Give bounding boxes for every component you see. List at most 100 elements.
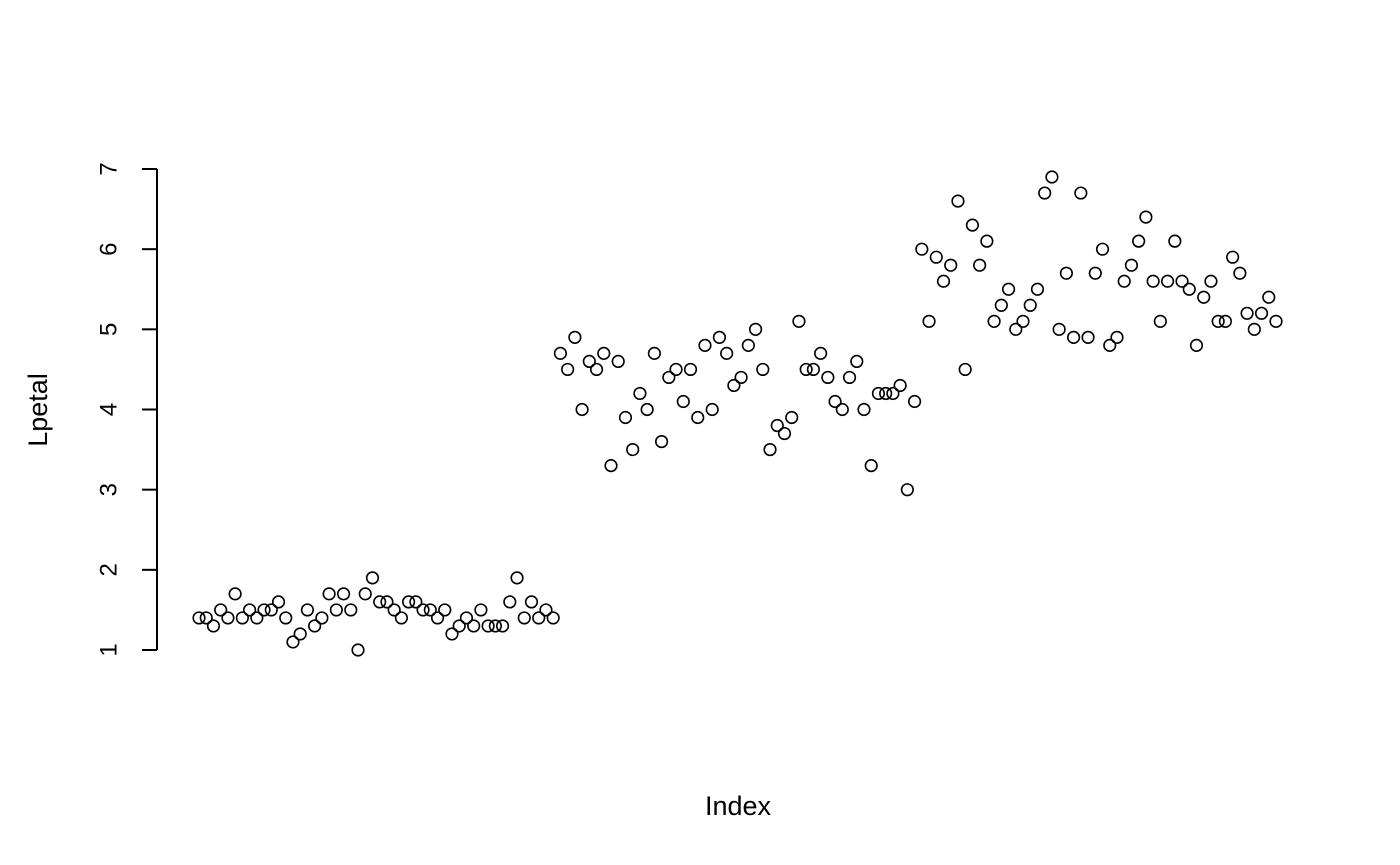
data-point bbox=[373, 595, 387, 609]
data-point bbox=[929, 250, 943, 264]
data-point bbox=[1103, 338, 1117, 352]
y-tick-label: 2 bbox=[95, 563, 122, 576]
data-point bbox=[727, 378, 741, 393]
data-point bbox=[814, 346, 828, 360]
data-point bbox=[915, 242, 929, 256]
data-point bbox=[806, 362, 821, 377]
data-point bbox=[430, 611, 445, 625]
data-point bbox=[365, 571, 380, 585]
data-point bbox=[1153, 314, 1167, 328]
data-point bbox=[669, 362, 683, 377]
y-tick-label: 7 bbox=[95, 162, 122, 175]
data-point bbox=[951, 194, 965, 208]
data-point bbox=[1009, 322, 1023, 336]
data-point bbox=[582, 354, 596, 369]
data-point bbox=[293, 627, 307, 641]
data-point bbox=[748, 322, 763, 336]
data-point bbox=[336, 587, 351, 601]
data-point bbox=[900, 483, 914, 497]
data-point bbox=[271, 595, 286, 609]
data-point bbox=[864, 459, 878, 473]
data-point bbox=[308, 619, 322, 633]
data-point bbox=[467, 619, 481, 633]
data-point bbox=[286, 635, 300, 649]
data-point bbox=[575, 402, 589, 417]
data-point bbox=[828, 394, 842, 409]
data-point bbox=[517, 611, 531, 625]
data-point bbox=[980, 234, 994, 248]
data-point bbox=[532, 611, 546, 625]
data-point bbox=[358, 587, 372, 601]
data-point bbox=[821, 370, 835, 385]
data-point bbox=[503, 595, 517, 609]
data-point bbox=[958, 362, 972, 377]
data-point bbox=[409, 595, 423, 609]
data-point bbox=[835, 402, 849, 417]
data-point bbox=[380, 595, 394, 609]
data-point bbox=[315, 611, 329, 625]
data-point bbox=[770, 418, 784, 433]
data-point bbox=[647, 346, 661, 360]
data-point bbox=[1132, 234, 1146, 248]
data-point bbox=[1117, 274, 1131, 288]
y-ticks: 1 2 3 4 5 6 7 bbox=[95, 162, 157, 657]
data-point bbox=[546, 611, 560, 625]
data-point bbox=[850, 354, 864, 369]
data-point bbox=[712, 330, 727, 344]
data-point bbox=[250, 611, 264, 625]
data-point bbox=[474, 603, 488, 617]
data-point bbox=[1197, 290, 1211, 304]
y-axis: 1 2 3 4 5 6 7 bbox=[95, 162, 158, 657]
data-point bbox=[1262, 290, 1276, 304]
data-point bbox=[1052, 322, 1066, 336]
data-point bbox=[785, 410, 799, 425]
data-point bbox=[1030, 282, 1045, 296]
data-point bbox=[402, 595, 416, 609]
data-points bbox=[192, 170, 1283, 657]
data-point bbox=[214, 603, 228, 617]
data-point bbox=[1269, 314, 1283, 328]
y-axis-label: Lpetal bbox=[23, 373, 53, 447]
data-point bbox=[973, 258, 987, 272]
data-point bbox=[936, 274, 951, 288]
data-point bbox=[633, 386, 647, 401]
data-point bbox=[1211, 314, 1225, 328]
data-point bbox=[640, 402, 654, 417]
data-point bbox=[452, 619, 466, 633]
data-point bbox=[618, 410, 633, 425]
data-point bbox=[987, 314, 1001, 328]
data-point bbox=[1088, 266, 1102, 280]
data-point bbox=[654, 434, 669, 449]
data-point bbox=[1016, 314, 1030, 328]
data-point bbox=[510, 571, 524, 585]
data-point bbox=[741, 338, 755, 352]
data-point bbox=[206, 619, 221, 633]
data-point bbox=[1038, 186, 1052, 200]
data-point bbox=[1247, 322, 1261, 336]
data-point bbox=[777, 426, 792, 441]
data-point bbox=[597, 346, 611, 360]
data-point bbox=[344, 603, 358, 617]
data-point bbox=[192, 611, 206, 625]
data-point bbox=[1045, 170, 1059, 184]
data-point bbox=[857, 402, 871, 417]
data-point bbox=[257, 603, 271, 617]
data-point bbox=[264, 603, 278, 617]
data-point bbox=[922, 314, 936, 328]
data-point bbox=[235, 611, 249, 625]
data-point bbox=[488, 619, 502, 633]
data-point bbox=[387, 603, 401, 617]
data-point bbox=[662, 370, 676, 385]
data-point bbox=[1240, 306, 1254, 320]
data-point bbox=[698, 338, 712, 352]
y-tick-label: 4 bbox=[95, 403, 122, 416]
data-point bbox=[1182, 282, 1196, 296]
data-point bbox=[199, 611, 213, 625]
data-point bbox=[893, 378, 907, 393]
data-point bbox=[300, 603, 315, 617]
data-point bbox=[705, 402, 719, 417]
data-point bbox=[1204, 274, 1218, 288]
data-point bbox=[799, 362, 813, 377]
y-tick-label: 3 bbox=[95, 483, 122, 496]
